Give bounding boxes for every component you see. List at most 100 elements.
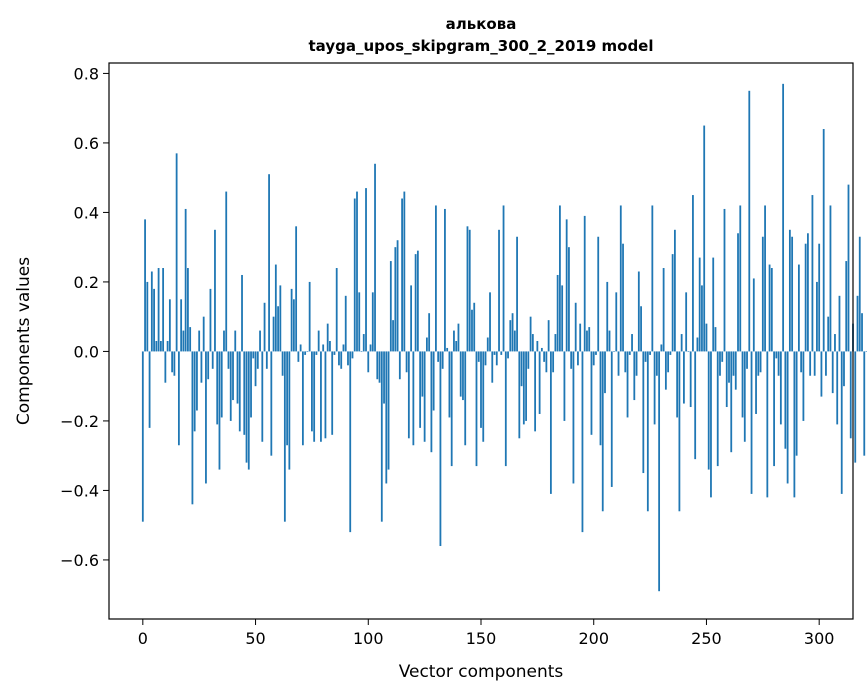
bar-88 — [340, 351, 343, 369]
bar-273 — [757, 351, 760, 376]
bar-84 — [331, 351, 334, 435]
bar-250 — [705, 323, 708, 352]
bar-172 — [529, 316, 532, 352]
bar-260 — [728, 351, 730, 383]
bar-48 — [250, 351, 252, 418]
bar-123 — [419, 351, 422, 428]
bar-89 — [342, 344, 345, 352]
bar-87 — [338, 351, 340, 366]
bar-209 — [613, 351, 615, 353]
bar-177 — [540, 347, 543, 352]
bar-145 — [468, 229, 471, 352]
bar-274 — [759, 351, 762, 373]
bar-154 — [489, 292, 491, 352]
bar-233 — [667, 351, 670, 373]
bar-281 — [775, 351, 778, 359]
bar-35 — [220, 351, 223, 418]
bar-148 — [475, 351, 478, 467]
bar-295 — [807, 233, 809, 352]
bar-61 — [279, 285, 282, 352]
bar-9 — [162, 268, 165, 352]
bar-107 — [383, 351, 385, 404]
bar-272 — [755, 351, 757, 414]
bar-52 — [259, 330, 261, 352]
bar-230 — [660, 344, 663, 352]
bar-229 — [658, 351, 661, 592]
bar-128 — [430, 351, 433, 453]
bar-163 — [509, 320, 512, 352]
bar-277 — [766, 351, 769, 498]
bar-22 — [191, 351, 194, 505]
bar-302 — [822, 129, 825, 352]
bar-31 — [211, 351, 214, 369]
bar-68 — [295, 226, 298, 352]
bar-122 — [416, 250, 419, 352]
y-tick-label: 0.0 — [74, 342, 99, 361]
bar-236 — [673, 229, 676, 352]
bar-159 — [500, 351, 503, 355]
bar-158 — [498, 229, 500, 352]
bar-161 — [504, 351, 507, 467]
bar-77 — [315, 351, 318, 355]
bar-321 — [865, 351, 867, 353]
bar-318 — [858, 236, 861, 352]
bar-203 — [599, 351, 602, 446]
bar-86 — [335, 268, 338, 352]
bar-166 — [516, 236, 518, 352]
bar-299 — [816, 281, 818, 352]
bar-140 — [457, 323, 460, 352]
bar-279 — [770, 268, 773, 352]
bar-188 — [565, 219, 568, 352]
bar-60 — [277, 306, 279, 352]
bar-108 — [385, 351, 388, 484]
bar-56 — [268, 174, 270, 352]
bar-5 — [153, 288, 155, 352]
bar-303 — [825, 351, 827, 376]
bar-179 — [545, 351, 548, 373]
x-tick-label: 50 — [245, 629, 265, 648]
bar-225 — [649, 351, 651, 355]
bar-42 — [236, 351, 239, 404]
bar-43 — [238, 351, 241, 432]
bar-235 — [671, 254, 674, 352]
y-tick-label: 0.6 — [74, 134, 99, 153]
bar-283 — [779, 351, 782, 425]
bar-200 — [592, 351, 595, 366]
bar-83 — [329, 341, 331, 352]
bar-195 — [581, 351, 584, 533]
bar-280 — [773, 351, 775, 467]
bar-167 — [518, 351, 521, 439]
bar-26 — [200, 351, 203, 383]
bar-73 — [306, 351, 309, 353]
bar-12 — [168, 299, 171, 352]
bar-184 — [556, 274, 559, 352]
bar-183 — [554, 334, 557, 352]
bar-253 — [712, 257, 715, 352]
bar-133 — [441, 351, 444, 369]
bar-286 — [786, 351, 789, 484]
bar-80 — [322, 344, 325, 352]
bar-207 — [608, 330, 611, 352]
bar-104 — [376, 351, 379, 380]
bar-53 — [261, 351, 264, 442]
bar-310 — [840, 351, 843, 494]
bar-215 — [626, 351, 629, 418]
bar-162 — [507, 351, 509, 359]
bar-258 — [723, 208, 726, 352]
bar-124 — [421, 351, 424, 397]
y-tick-label: −0.4 — [60, 481, 99, 500]
bar-4 — [150, 271, 153, 352]
bar-137 — [450, 351, 453, 467]
bar-92 — [349, 351, 352, 533]
bar-271 — [752, 278, 755, 352]
bar-165 — [513, 330, 516, 352]
bar-139 — [455, 341, 458, 352]
bar-3 — [148, 351, 151, 428]
bar-204 — [601, 351, 604, 512]
bar-7 — [157, 268, 160, 352]
bar-308 — [836, 351, 839, 425]
bar-95 — [356, 191, 358, 352]
bar-90 — [344, 295, 347, 352]
bar-160 — [502, 205, 505, 352]
bar-117 — [405, 351, 408, 373]
